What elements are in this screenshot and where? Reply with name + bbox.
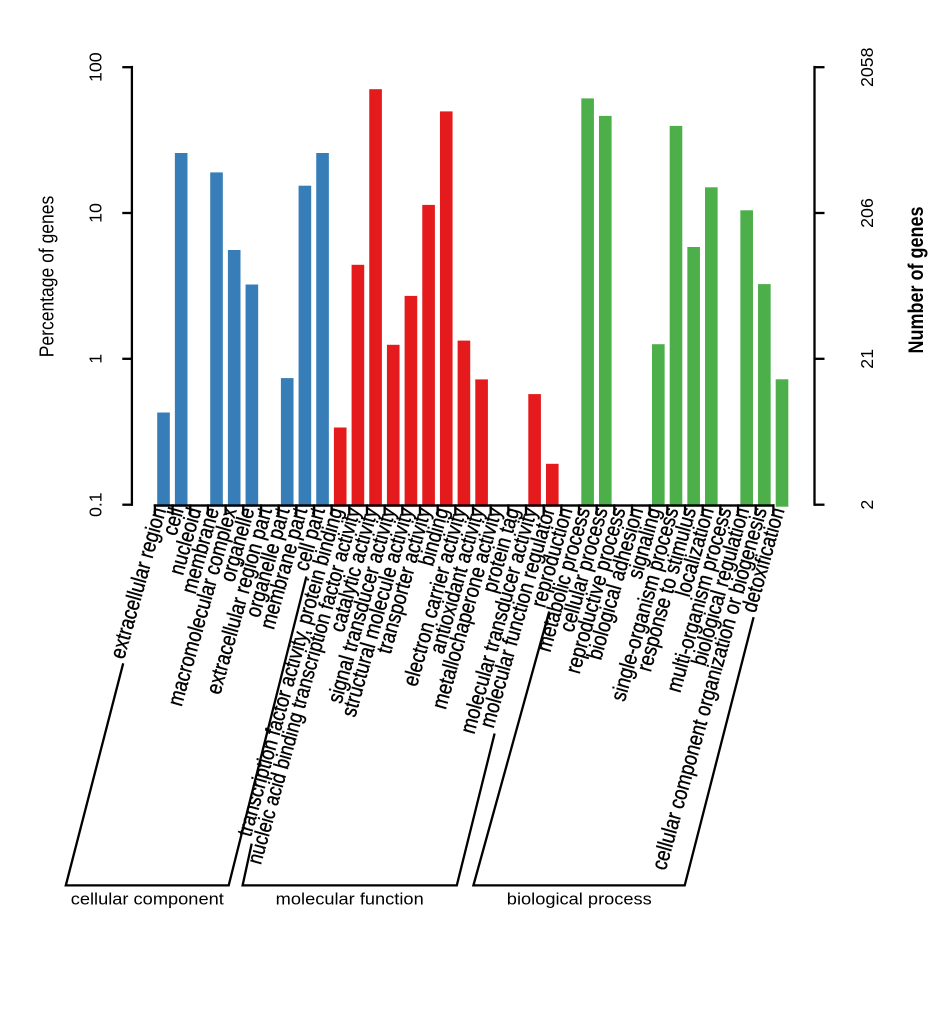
svg-text:100: 100 (85, 52, 105, 82)
svg-text:biological process: biological process (507, 889, 652, 908)
svg-text:21: 21 (857, 349, 877, 369)
svg-text:Percentage of genes: Percentage of genes (36, 196, 59, 358)
svg-text:molecular function: molecular function (276, 889, 424, 908)
svg-text:10: 10 (85, 203, 105, 223)
svg-text:Number of genes: Number of genes (905, 206, 929, 353)
svg-text:2058: 2058 (857, 47, 877, 87)
svg-text:2: 2 (857, 500, 877, 510)
svg-text:0.1: 0.1 (85, 492, 105, 517)
svg-text:206: 206 (857, 198, 877, 228)
svg-text:1: 1 (85, 354, 105, 364)
svg-text:cellular component: cellular component (71, 889, 224, 908)
